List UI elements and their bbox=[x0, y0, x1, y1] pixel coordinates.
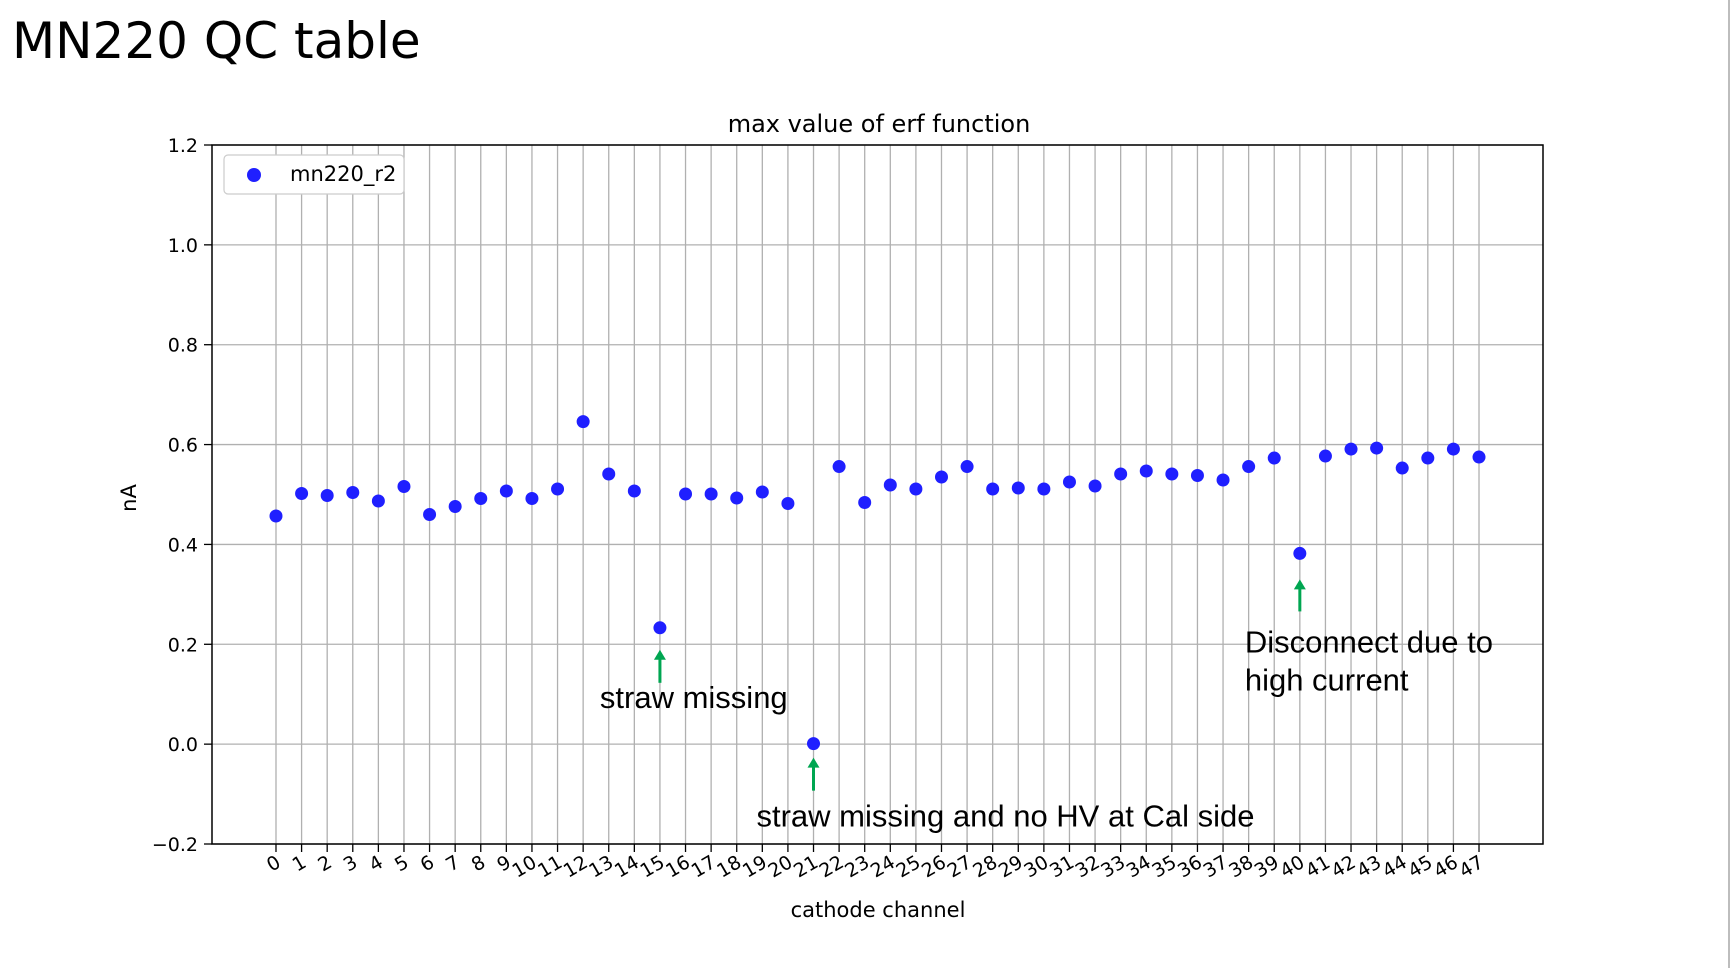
data-point bbox=[1242, 460, 1256, 474]
slide-right-border bbox=[1728, 0, 1730, 968]
grid-lines bbox=[212, 144, 1543, 845]
data-point bbox=[960, 460, 974, 474]
x-tick-label: 7 bbox=[442, 851, 463, 876]
legend-box bbox=[223, 154, 405, 195]
legend: mn220_r2 bbox=[223, 154, 405, 195]
data-point bbox=[1293, 546, 1307, 560]
data-point bbox=[474, 491, 488, 505]
y-tick-label: 0.4 bbox=[168, 534, 198, 556]
annotation-arrow-head bbox=[653, 649, 666, 660]
x-axis-label: cathode channel bbox=[791, 898, 966, 922]
x-tick-label: 3 bbox=[340, 851, 361, 876]
y-tick-label: 0.0 bbox=[168, 734, 198, 756]
x-tick-label: 5 bbox=[391, 851, 412, 876]
annotation-arrow-head bbox=[807, 757, 820, 768]
data-point bbox=[1472, 450, 1486, 464]
data-point bbox=[704, 487, 718, 501]
data-point bbox=[1011, 481, 1025, 495]
data-point bbox=[448, 499, 462, 513]
legend-marker bbox=[247, 168, 261, 182]
y-tick-label: 0.8 bbox=[168, 335, 198, 357]
data-point bbox=[909, 482, 923, 496]
data-point bbox=[1395, 461, 1409, 475]
data-point bbox=[1446, 442, 1460, 456]
data-point bbox=[269, 509, 283, 523]
annotation-text-no-hv: straw missing and no HV at Cal side bbox=[757, 799, 1255, 834]
data-point bbox=[525, 491, 539, 505]
data-point bbox=[781, 496, 795, 510]
y-tick-label: −0.2 bbox=[152, 834, 198, 856]
data-point bbox=[397, 480, 411, 494]
annotation-text-disconnect-line2: high current bbox=[1245, 662, 1409, 697]
data-point bbox=[371, 494, 385, 508]
annotation-arrow-40 bbox=[1293, 579, 1306, 612]
data-point bbox=[499, 484, 513, 498]
data-point bbox=[858, 495, 872, 509]
data-points bbox=[269, 415, 1486, 751]
data-point bbox=[346, 486, 360, 500]
chart-title: max value of erf function bbox=[728, 110, 1031, 138]
data-point bbox=[1421, 451, 1435, 465]
x-tick-label: 0 bbox=[263, 851, 284, 876]
data-point bbox=[679, 487, 693, 501]
annotation-arrow-15 bbox=[653, 649, 666, 683]
data-point bbox=[807, 737, 821, 751]
data-point bbox=[1318, 449, 1332, 463]
data-point bbox=[832, 460, 846, 474]
annotation-arrow-21 bbox=[807, 757, 820, 791]
legend-label: mn220_r2 bbox=[290, 162, 396, 187]
x-tick-label: 2 bbox=[314, 851, 335, 876]
data-point bbox=[627, 484, 641, 498]
x-tick-label: 47 bbox=[1456, 851, 1488, 882]
x-tick-label: 1 bbox=[289, 851, 310, 876]
annotation-arrow-head bbox=[1293, 579, 1306, 590]
x-tick-label: 8 bbox=[468, 851, 489, 876]
data-point bbox=[1370, 441, 1384, 455]
annotations: straw missing straw missing and no HV at … bbox=[600, 579, 1493, 834]
annotation-text-disconnect-line1: Disconnect due to bbox=[1245, 624, 1493, 659]
data-point bbox=[986, 482, 1000, 496]
data-point bbox=[1190, 469, 1204, 483]
data-point bbox=[1267, 451, 1281, 465]
x-tick-label: 4 bbox=[365, 851, 386, 876]
data-point bbox=[1088, 479, 1102, 493]
y-tick-label: 0.6 bbox=[168, 435, 198, 457]
data-point bbox=[883, 478, 897, 492]
y-tick-label: 1.0 bbox=[168, 235, 198, 257]
y-tick-label: 1.2 bbox=[168, 135, 198, 157]
x-axis: 0 1 2 3 4 5 6 7 8 9101112131415161718192021222324… bbox=[263, 844, 1488, 882]
plot-area-frame bbox=[211, 144, 1544, 845]
annotation-text-straw-missing: straw missing bbox=[600, 680, 788, 715]
slide-title: MN220 QC table bbox=[12, 12, 421, 70]
x-tick-label: 6 bbox=[417, 851, 438, 876]
data-point bbox=[295, 487, 309, 501]
data-point bbox=[755, 485, 769, 499]
data-point bbox=[1165, 467, 1179, 481]
data-point bbox=[1344, 442, 1358, 456]
data-point bbox=[1216, 473, 1230, 487]
data-point bbox=[1114, 467, 1128, 481]
y-axis: −0.2 0.0 0.2 0.4 0.6 0.8 1.0 1.2 bbox=[152, 135, 212, 856]
data-point bbox=[1062, 475, 1076, 489]
data-point bbox=[320, 488, 334, 502]
data-point bbox=[653, 621, 667, 635]
data-point bbox=[934, 470, 948, 484]
data-point bbox=[1037, 482, 1051, 496]
y-tick-label: 0.2 bbox=[168, 634, 198, 656]
data-point bbox=[423, 507, 437, 521]
data-point bbox=[602, 467, 616, 481]
data-point bbox=[730, 491, 744, 505]
data-point bbox=[1139, 464, 1153, 478]
data-point bbox=[551, 482, 565, 496]
y-axis-label: nA bbox=[117, 484, 141, 512]
data-point bbox=[576, 415, 590, 429]
